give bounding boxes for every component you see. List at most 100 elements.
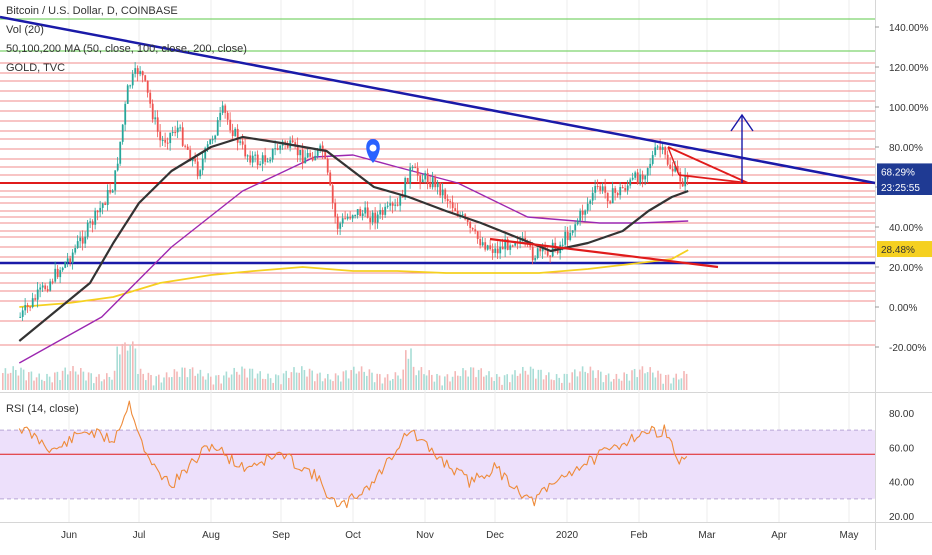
candle-body — [49, 281, 52, 291]
candle-body — [574, 224, 577, 231]
candle-body — [179, 127, 182, 129]
volume-bar — [389, 380, 391, 390]
candle-body — [129, 85, 132, 87]
gold-series-line — [19, 249, 689, 308]
rsi-axis-tick-label: 80.00 — [889, 409, 914, 420]
volume-bar — [402, 369, 404, 390]
candle-body — [241, 141, 244, 145]
volume-bar — [288, 377, 290, 390]
volume-bar — [394, 372, 397, 390]
candle-body — [504, 239, 507, 250]
volume-bar — [38, 373, 40, 390]
candle-body — [254, 154, 257, 156]
volume-bar — [277, 375, 280, 390]
candle-body — [684, 175, 687, 187]
candle-body — [481, 242, 484, 246]
candle-body — [46, 289, 49, 291]
volume-bar — [225, 371, 228, 390]
volume-bar — [488, 371, 490, 390]
volume-bar — [477, 369, 480, 390]
volume-bar — [301, 366, 303, 390]
candle-body — [24, 305, 27, 311]
volume-bar — [537, 369, 540, 390]
candle-body — [194, 158, 197, 162]
candle-body — [339, 223, 342, 229]
volume-bar — [155, 376, 157, 390]
volume-bar — [379, 374, 381, 390]
volume-bar — [462, 368, 464, 390]
time-axis-tick-label: Apr — [771, 530, 787, 541]
volume-bar — [311, 370, 313, 390]
candle-body — [81, 237, 84, 244]
candle-body — [654, 147, 657, 156]
candle-body — [639, 174, 642, 184]
candle-body — [564, 231, 567, 245]
time-axis-tick-label: Jul — [133, 530, 146, 541]
legend-symbol: Bitcoin / U.S. Dollar, D, COINBASE — [6, 5, 178, 17]
candle-body — [304, 157, 307, 164]
volume-bar — [340, 381, 342, 390]
candle-body — [611, 188, 614, 204]
volume-bar — [350, 370, 352, 390]
candle-body — [561, 244, 564, 246]
volume-bar — [558, 377, 560, 390]
volume-bar — [506, 374, 508, 390]
candle-body — [231, 130, 234, 137]
volume-bar — [550, 379, 553, 390]
volume-bar — [74, 371, 77, 390]
candle-body — [41, 285, 44, 288]
candle-body — [374, 212, 377, 223]
candle-body — [364, 207, 367, 214]
time-axis-tick-label: Nov — [416, 530, 434, 541]
time-axis-tick-label: Mar — [698, 530, 716, 541]
candle-body — [349, 216, 352, 219]
candle-body — [586, 203, 589, 211]
candle-body — [584, 210, 587, 215]
candle-body — [219, 112, 222, 121]
candle-body — [676, 165, 679, 172]
legend-volume: Vol (20) — [6, 24, 44, 36]
candle-body — [451, 202, 454, 209]
candle-body — [361, 213, 364, 216]
volume-bar — [532, 368, 534, 390]
candle-body — [189, 149, 192, 162]
volume-bar — [446, 374, 449, 390]
volume-bar — [64, 367, 66, 390]
volume-bar — [168, 377, 170, 390]
candle-body — [196, 161, 199, 177]
candle-body — [31, 298, 34, 308]
price-axis-tick-label: 40.00% — [889, 223, 923, 234]
volume-bar — [308, 368, 311, 390]
volume-bar — [605, 375, 607, 390]
candle-body — [484, 242, 487, 250]
volume-bar — [108, 376, 111, 390]
volume-bar — [181, 367, 183, 390]
candle-body — [164, 139, 167, 143]
candle-body — [404, 177, 407, 198]
candle-body — [159, 131, 162, 141]
volume-bar — [490, 377, 493, 390]
candle-body — [146, 80, 149, 93]
candle-body — [661, 147, 664, 150]
candle-body — [334, 202, 337, 217]
volume-bar — [106, 373, 108, 390]
candle-body — [236, 128, 239, 143]
volume-bar — [386, 374, 389, 390]
candle-body — [51, 281, 54, 283]
volume-bar — [20, 367, 22, 390]
candle-body — [256, 154, 259, 166]
volume-bar — [581, 366, 584, 390]
candle-body — [514, 242, 517, 246]
volume-bar — [522, 366, 524, 390]
volume-bar — [594, 377, 597, 390]
candle-body — [686, 175, 689, 179]
candle-body — [371, 212, 374, 223]
candle-body — [126, 85, 129, 104]
red-trendline-lower — [489, 237, 719, 269]
candle-body — [94, 210, 97, 225]
candle-body — [544, 245, 547, 250]
volume-bar — [405, 350, 407, 390]
candle-body — [111, 190, 114, 193]
